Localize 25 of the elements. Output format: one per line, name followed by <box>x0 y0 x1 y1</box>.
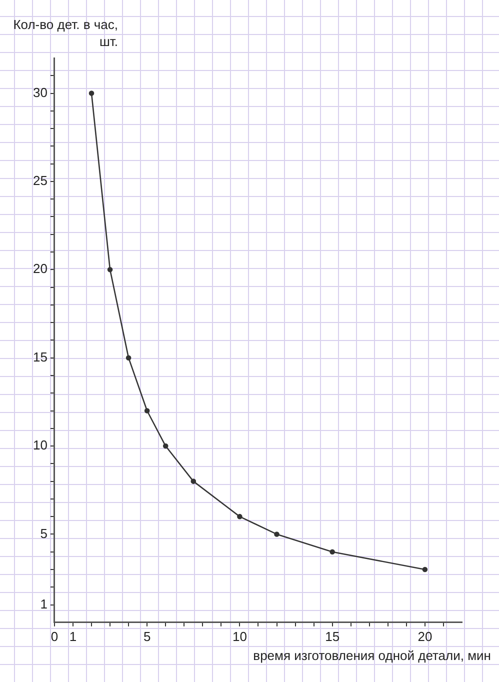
point <box>144 408 150 414</box>
point <box>190 478 196 484</box>
x-tick-label: 20 <box>418 628 432 644</box>
point <box>422 566 428 572</box>
point <box>162 443 168 449</box>
x-tick-label: 1 <box>69 628 77 644</box>
y-tick-label: 10 <box>32 438 48 453</box>
point <box>274 532 280 537</box>
x-tick-label: 10 <box>232 628 247 644</box>
y-tick-label: 30 <box>32 84 48 100</box>
y-tick-label: 15 <box>32 349 48 364</box>
point <box>107 267 113 272</box>
y-tick-label: 1 <box>40 596 48 612</box>
point <box>88 90 94 96</box>
x-tick-label: 0 <box>50 628 58 644</box>
x-tick-label: 5 <box>143 628 151 644</box>
point <box>126 355 132 360</box>
x-tick-label: 15 <box>325 628 340 644</box>
y-tick-label: 20 <box>32 261 48 276</box>
y-tick-label: 25 <box>32 173 48 188</box>
y-axis-title: Кол-во дет. в час, шт. <box>12 16 118 50</box>
point <box>330 549 335 554</box>
y-tick-label: 5 <box>40 526 48 541</box>
x-axis-title: время изготовления одной детали, мин <box>253 648 491 663</box>
point <box>237 514 242 520</box>
